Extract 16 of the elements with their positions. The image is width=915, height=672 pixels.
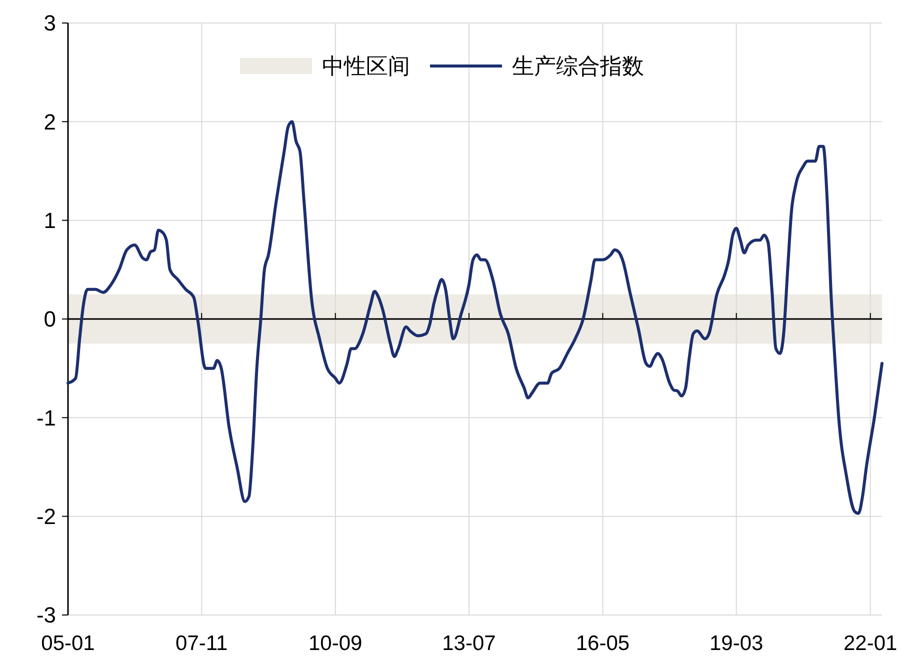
- x-tick-label: 16-05: [576, 632, 630, 655]
- y-tick-label: 3: [44, 10, 56, 36]
- legend-label: 生产综合指数: [512, 54, 644, 79]
- x-tick-label: 07-11: [176, 632, 228, 655]
- y-tick-label: 2: [44, 109, 56, 134]
- y-tick-label: 1: [44, 208, 56, 234]
- x-tick-label: 22-01: [844, 632, 898, 655]
- y-tick-label: -1: [36, 405, 56, 430]
- y-tick-label: -2: [36, 504, 56, 530]
- y-tick-label: -3: [36, 602, 56, 628]
- x-tick-label: 19-03: [710, 632, 764, 655]
- x-tick-label: 10-09: [308, 632, 362, 655]
- y-tick-label: 0: [44, 306, 56, 332]
- legend-label: 中性区间: [322, 54, 410, 79]
- x-tick-label: 05-01: [41, 632, 95, 655]
- x-tick-label: 13-07: [442, 632, 496, 655]
